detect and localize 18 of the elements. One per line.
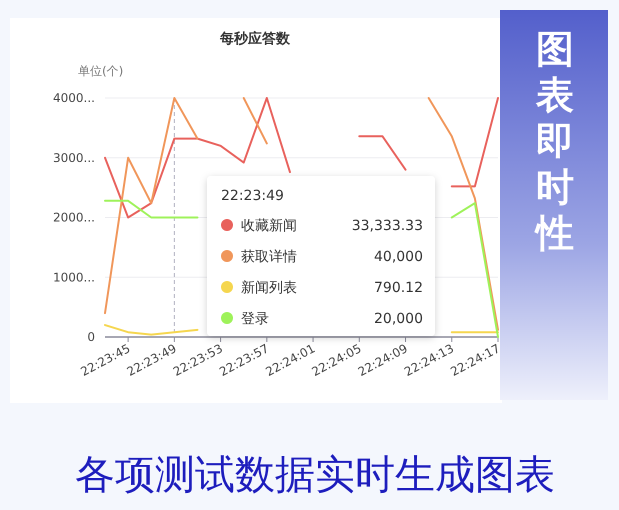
annotation: 40,000 [374,249,423,265]
text: 0 [87,330,95,344]
text: 4000... [53,91,95,105]
annotation: 33,333.33 [352,218,423,234]
chart-title: 每秒应答数 [219,30,291,47]
banner: 图表即时性 [500,10,608,400]
annotation: 790.12 [374,280,423,296]
legend-label: 收藏新闻 [241,218,297,234]
legend-label: 新闻列表 [241,280,297,296]
legend-label: 获取详情 [241,249,297,265]
text: 2000... [53,210,95,224]
text: 1000... [53,270,95,284]
text: 3000... [53,150,95,165]
annotation: 22:23:49 [221,188,284,204]
y-axis-title: 单位(个) [78,64,124,78]
text: 各项测试数据实时生成图表 [75,452,555,498]
legend-label: 登录 [241,311,269,327]
annotation: 20,000 [374,311,423,327]
